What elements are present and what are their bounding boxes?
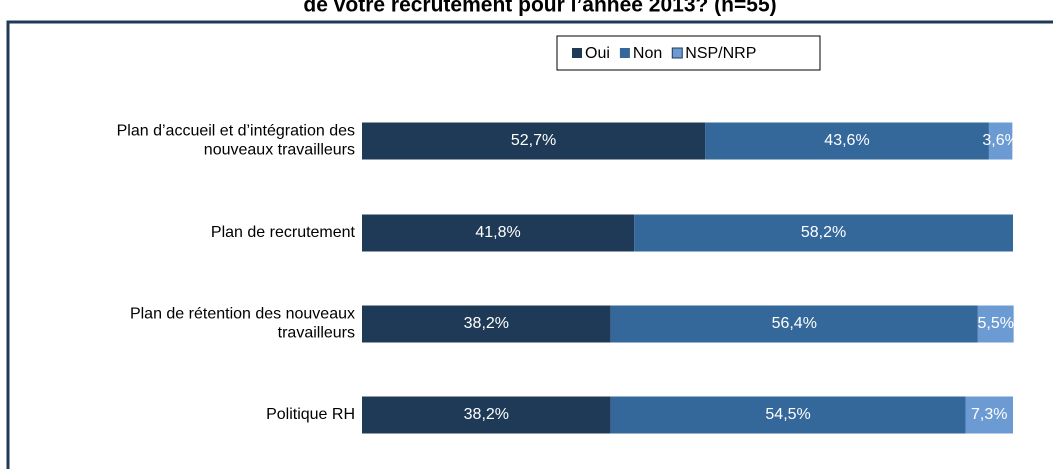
category-label: Politique RH <box>266 406 355 423</box>
value-label: 58,2% <box>801 224 846 241</box>
category-label: Plan de rétention des nouveaux <box>130 306 355 323</box>
value-label: 3,6% <box>982 132 1018 149</box>
category-label: nouveaux travailleurs <box>204 142 355 159</box>
frame <box>6 20 1053 469</box>
bar-segment <box>705 122 989 160</box>
bar-segment <box>988 122 1013 160</box>
legend-swatch <box>619 48 630 58</box>
category-label: Plan d’accueil et d’intégration des <box>117 123 355 140</box>
bar-segment <box>362 214 635 252</box>
bar-segment <box>977 305 1014 343</box>
bar-segment <box>634 214 1013 252</box>
legend-label: NSP/NRP <box>685 45 756 62</box>
legend-swatch <box>671 47 683 59</box>
legend-swatch <box>572 48 582 58</box>
bar-segment <box>362 305 611 343</box>
value-label: 52,7% <box>511 132 556 149</box>
legend-box <box>556 35 821 71</box>
value-label: 38,2% <box>464 406 509 423</box>
value-label: 5,5% <box>978 315 1014 332</box>
value-label: 7,3% <box>971 406 1007 423</box>
value-label: 43,6% <box>824 132 869 149</box>
value-label: 38,2% <box>464 315 509 332</box>
value-label: 56,4% <box>772 315 817 332</box>
category-label: travailleurs <box>278 325 355 342</box>
legend-label: Non <box>633 45 662 62</box>
legend-label: Oui <box>585 45 610 62</box>
category-label: Plan de recrutement <box>211 224 356 241</box>
bar-segment <box>610 396 966 434</box>
value-label: 54,5% <box>765 406 810 423</box>
value-label: 41,8% <box>475 224 520 241</box>
bar-segment <box>362 396 611 434</box>
chart-title: de votre recrutement pour l’année 2013? … <box>303 0 776 17</box>
bar-segment <box>610 305 978 343</box>
bar-segment <box>965 396 1013 434</box>
bar-segment <box>362 122 706 160</box>
